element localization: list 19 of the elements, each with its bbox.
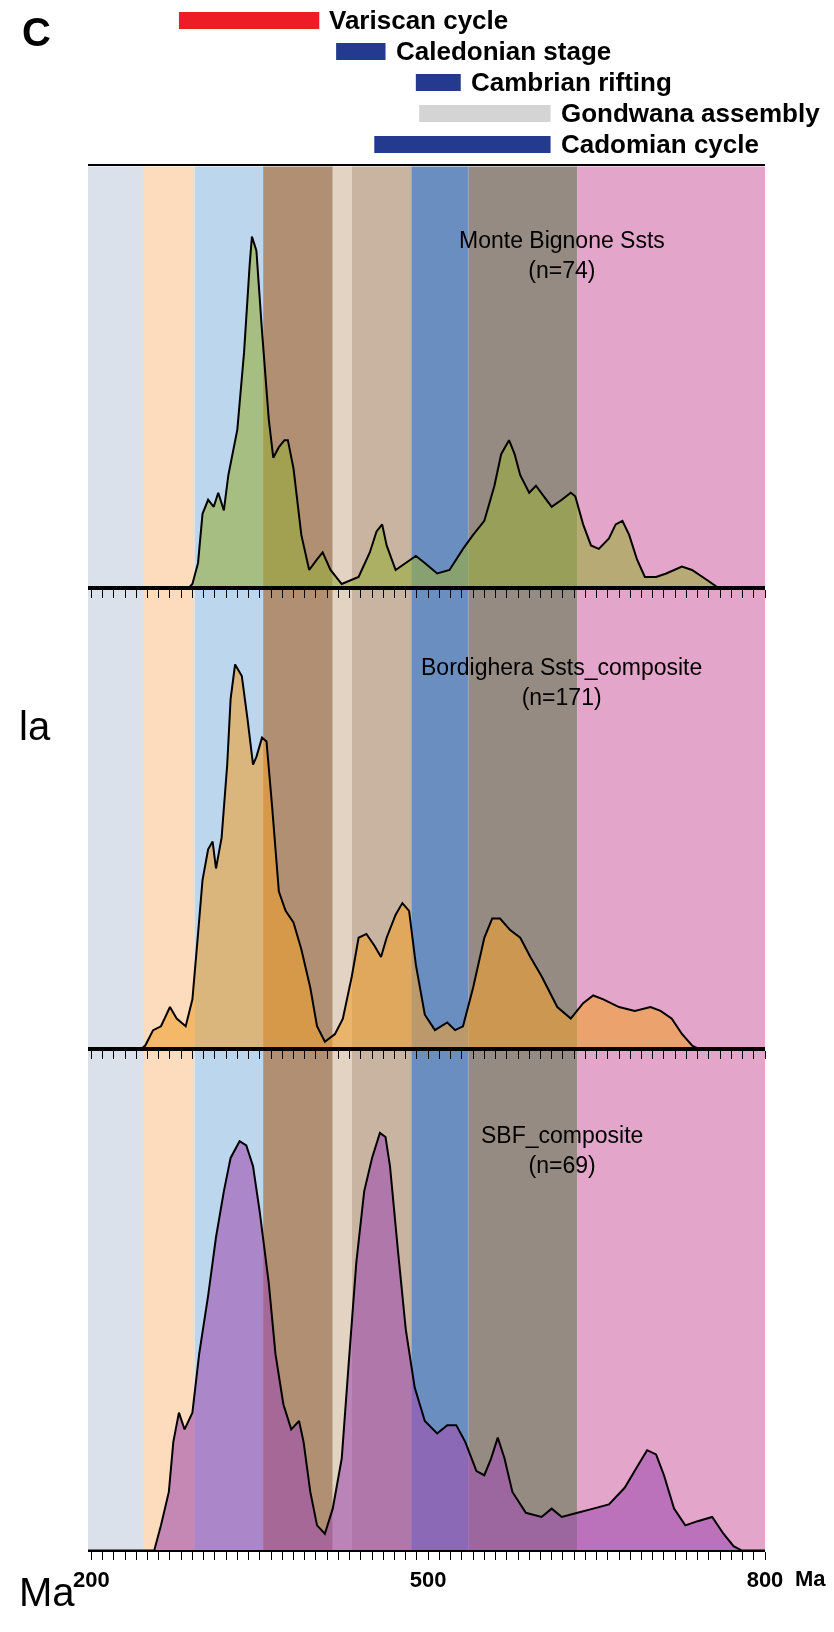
bar xyxy=(178,11,320,29)
bar xyxy=(419,104,551,122)
x-axis-title: Ma xyxy=(795,1566,827,1591)
y-tick-label: Caledonian stage xyxy=(396,36,612,66)
text: la xyxy=(19,704,51,748)
x-tick-label: 500 xyxy=(409,1566,447,1592)
y-tick-label: Variscan cycle xyxy=(329,5,509,35)
bar xyxy=(374,135,551,153)
y-tick-label: Cadomian cycle xyxy=(561,129,759,159)
bar xyxy=(415,73,461,91)
bar xyxy=(336,42,386,60)
x-tick-label: 200 xyxy=(73,1566,110,1592)
y-tick-label: Cambrian rifting xyxy=(471,67,672,97)
chart-title: Bordighera Ssts_composite (n=171) xyxy=(421,654,703,710)
chart-title: Monte Bignone Ssts (n=74) xyxy=(459,227,665,283)
text: C xyxy=(22,10,51,54)
y-tick-label: Gondwana assembly xyxy=(561,98,821,128)
chart-title: SBF_composite (n=69) xyxy=(481,1122,644,1178)
x-tick-label: 800 xyxy=(746,1566,784,1592)
